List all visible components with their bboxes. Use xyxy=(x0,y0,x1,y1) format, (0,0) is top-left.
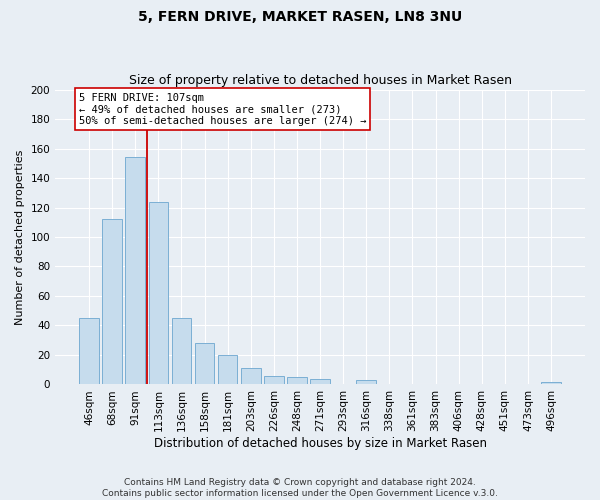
Text: 5 FERN DRIVE: 107sqm
← 49% of detached houses are smaller (273)
50% of semi-deta: 5 FERN DRIVE: 107sqm ← 49% of detached h… xyxy=(79,92,366,126)
Bar xyxy=(264,376,284,384)
X-axis label: Distribution of detached houses by size in Market Rasen: Distribution of detached houses by size … xyxy=(154,437,487,450)
Title: Size of property relative to detached houses in Market Rasen: Size of property relative to detached ho… xyxy=(128,74,512,87)
Bar xyxy=(241,368,260,384)
Bar xyxy=(218,355,238,384)
Bar xyxy=(125,158,145,384)
Bar xyxy=(310,378,330,384)
Y-axis label: Number of detached properties: Number of detached properties xyxy=(15,150,25,324)
Text: 5, FERN DRIVE, MARKET RASEN, LN8 3NU: 5, FERN DRIVE, MARKET RASEN, LN8 3NU xyxy=(138,10,462,24)
Bar xyxy=(356,380,376,384)
Text: Contains HM Land Registry data © Crown copyright and database right 2024.
Contai: Contains HM Land Registry data © Crown c… xyxy=(102,478,498,498)
Bar xyxy=(541,382,561,384)
Bar xyxy=(172,318,191,384)
Bar xyxy=(149,202,168,384)
Bar xyxy=(79,318,99,384)
Bar xyxy=(103,220,122,384)
Bar xyxy=(195,343,214,384)
Bar xyxy=(287,377,307,384)
